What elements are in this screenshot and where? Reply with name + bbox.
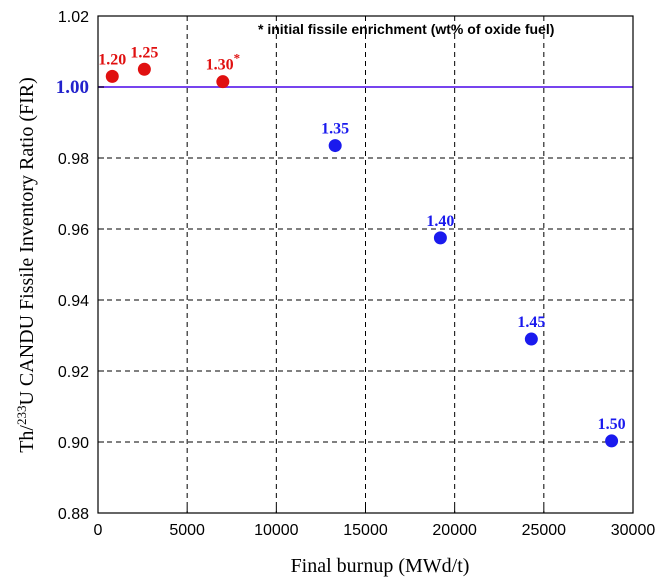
x-tick-label: 10000: [254, 522, 299, 539]
data-point: [605, 434, 619, 448]
data-point: [137, 62, 151, 76]
point-label: 1.20: [98, 51, 126, 68]
y-tick-label: 1.02: [58, 9, 89, 26]
y-tick-label: 1.00: [56, 77, 89, 98]
y-axis-title: Th/233U CANDU Fissile Inventory Ratio (F…: [14, 77, 38, 453]
data-point: [433, 231, 447, 245]
point-label: 1.50: [598, 416, 626, 433]
point-label: 1.45: [517, 314, 545, 331]
x-tick-label: 0: [94, 522, 103, 539]
x-axis-title: Final burnup (MWd/t): [291, 555, 470, 577]
y-tick-label: 0.98: [58, 151, 89, 168]
x-tick-label: 5000: [169, 522, 205, 539]
data-point: [216, 75, 230, 89]
x-tick-label: 25000: [522, 522, 567, 539]
y-tick-label: 0.94: [58, 293, 89, 310]
point-label: 1.30*: [206, 51, 241, 74]
annotation-note: * initial fissile enrichment (wt% of oxi…: [258, 21, 554, 37]
x-tick-label: 20000: [432, 522, 477, 539]
y-tick-label: 0.92: [58, 364, 89, 381]
x-tick-label: 30000: [611, 522, 656, 539]
axis-ticks: 0 5000 10000 15000 20000 25000 30000 0.88 0.90 0.…: [56, 9, 656, 539]
y-tick-label: 0.88: [58, 506, 89, 523]
point-label: 1.40: [426, 213, 454, 230]
data-point: [328, 139, 342, 153]
grid-lines: [98, 16, 633, 513]
data-points: 1.20 1.25 1.30* 1.35 1.40 1.45 1.50: [98, 44, 626, 448]
point-label: 1.35: [321, 121, 349, 138]
y-tick-label: 0.90: [58, 435, 89, 452]
point-label: 1.25: [130, 44, 158, 61]
y-tick-label: 0.96: [58, 222, 89, 239]
data-point: [524, 332, 538, 346]
x-tick-label: 15000: [343, 522, 388, 539]
data-point: [105, 69, 119, 83]
